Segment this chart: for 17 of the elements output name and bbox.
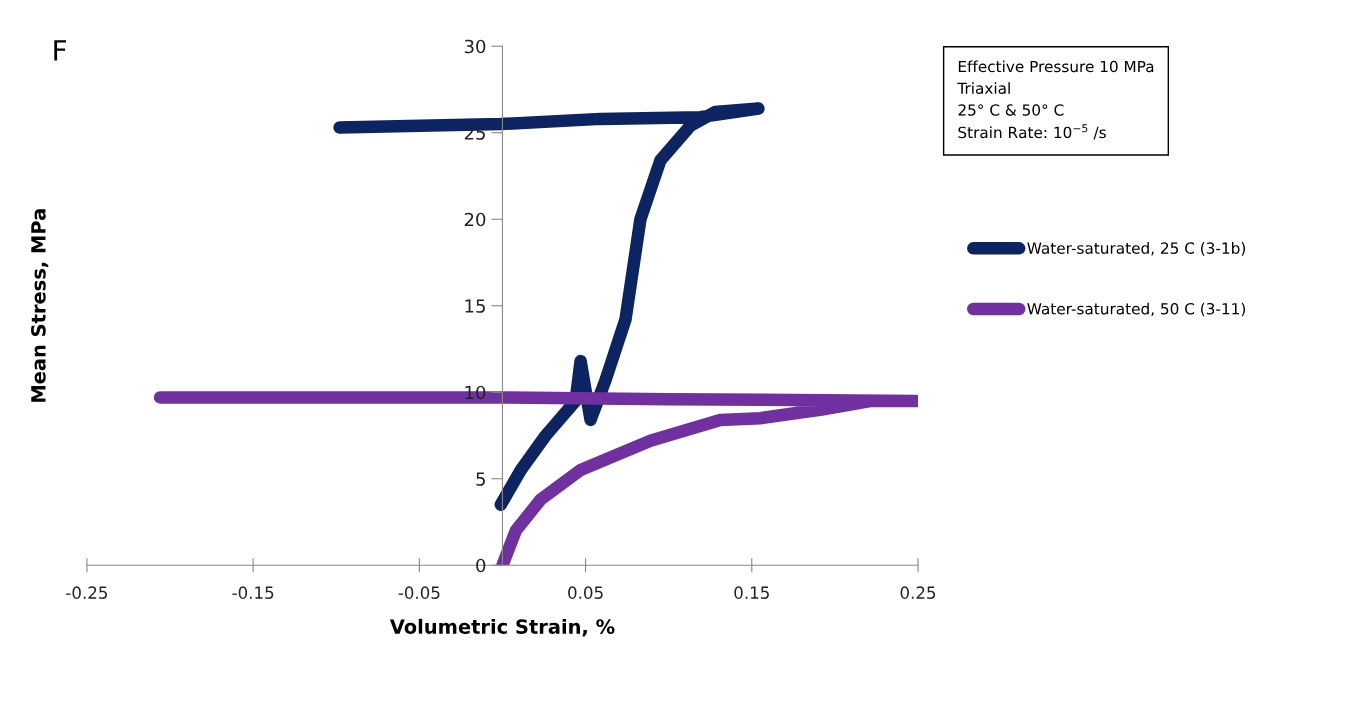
legend-label: Water-saturated, 50 C (3-11)	[1027, 302, 1246, 317]
text: F	[54, 40, 66, 61]
y-tick-label: 5	[476, 472, 485, 486]
legend-label: Water-saturated, 25 C (3-1b)	[1027, 242, 1246, 256]
y-tick-label: 20	[464, 212, 486, 227]
x-tick-label: 0.15	[734, 586, 769, 599]
y-axis-title: Mean Stress, MPa	[31, 209, 49, 402]
text: Effective Pressure 10 MPa Triaxial 25° C & 50° C Strain Rate: 10$^{−5}$ /s	[957, 60, 1154, 140]
x-tick-label: 0.25	[900, 586, 936, 599]
y-tick-label: 30	[464, 39, 486, 54]
y-tick-label: 0	[476, 558, 486, 573]
x-tick-label: 0.05	[568, 586, 603, 599]
x-tick-label: -0.15	[232, 586, 274, 599]
x-tick-label: -0.25	[66, 586, 108, 599]
y-tick-label: 15	[465, 299, 485, 313]
x-axis-title: Volumetric Strain, %	[389, 618, 615, 637]
x-tick-label: -0.05	[398, 586, 440, 599]
